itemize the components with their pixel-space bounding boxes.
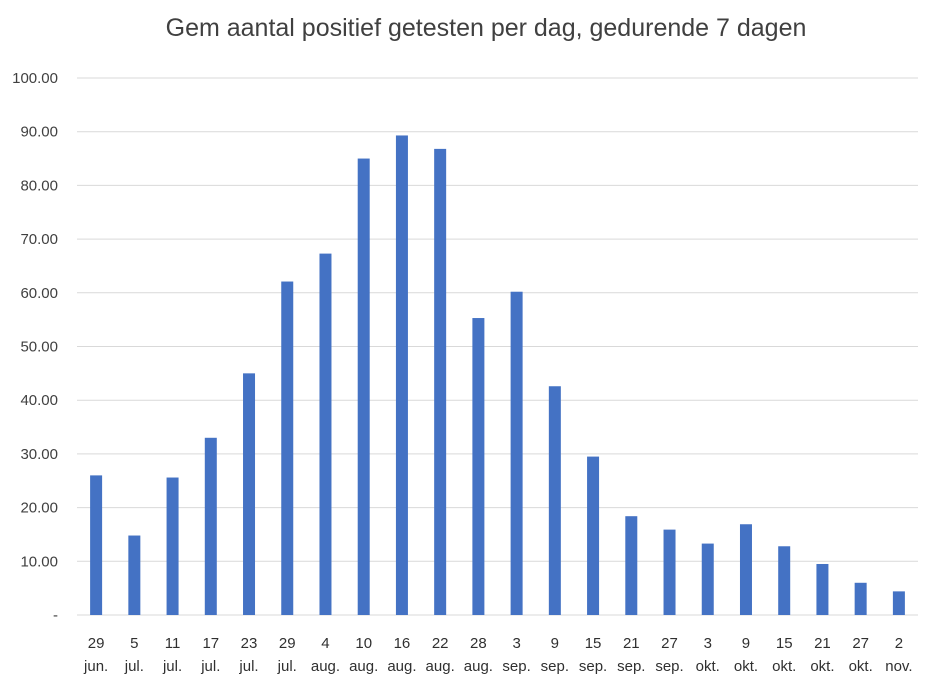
x-tick-month: jul. bbox=[238, 658, 258, 675]
x-tick-day: 9 bbox=[742, 635, 750, 652]
x-tick-day: 15 bbox=[585, 635, 602, 652]
x-tick-day: 9 bbox=[551, 635, 559, 652]
x-tick-month: jul. bbox=[124, 658, 144, 675]
x-tick-day: 3 bbox=[704, 635, 712, 652]
y-tick-label: 60.00 bbox=[20, 285, 58, 302]
x-tick-day: 27 bbox=[852, 635, 869, 652]
y-tick-label: 10.00 bbox=[20, 553, 58, 570]
x-tick-month: aug. bbox=[387, 658, 416, 675]
chart-title: Gem aantal positief getesten per dag, ge… bbox=[165, 14, 807, 42]
bar bbox=[510, 291, 523, 615]
bar bbox=[587, 456, 600, 615]
x-tick-month: okt. bbox=[772, 658, 796, 675]
x-tick-month: sep. bbox=[541, 658, 569, 675]
x-tick-month: jul. bbox=[200, 658, 220, 675]
x-tick-day: 16 bbox=[394, 635, 411, 652]
x-tick-month: okt. bbox=[849, 658, 873, 675]
x-tick-month: sep. bbox=[655, 658, 683, 675]
bar bbox=[739, 524, 752, 615]
bar bbox=[892, 591, 905, 615]
x-tick-day: 29 bbox=[88, 635, 105, 652]
bar bbox=[281, 281, 294, 615]
bar bbox=[816, 563, 829, 615]
x-tick-day: 10 bbox=[355, 635, 372, 652]
bar bbox=[90, 475, 103, 615]
x-tick-day: 15 bbox=[776, 635, 793, 652]
x-tick-month: jul. bbox=[162, 658, 182, 675]
x-tick-month: nov. bbox=[885, 658, 912, 675]
bar bbox=[128, 535, 141, 615]
x-tick-day: 27 bbox=[661, 635, 678, 652]
x-tick-month: aug. bbox=[349, 658, 378, 675]
x-tick-day: 23 bbox=[241, 635, 258, 652]
bar bbox=[548, 386, 561, 615]
bar bbox=[701, 543, 714, 615]
x-tick-month: sep. bbox=[617, 658, 645, 675]
y-tick-label: 30.00 bbox=[20, 446, 58, 463]
bar bbox=[472, 318, 485, 615]
bar bbox=[243, 373, 256, 615]
y-tick-label: 20.00 bbox=[20, 500, 58, 517]
bar bbox=[663, 529, 676, 615]
x-tick-day: 3 bbox=[512, 635, 520, 652]
bar bbox=[434, 148, 447, 615]
bar bbox=[204, 437, 217, 615]
y-tick-label: 80.00 bbox=[20, 177, 58, 194]
bar bbox=[319, 253, 332, 615]
x-tick-month: okt. bbox=[696, 658, 720, 675]
x-tick-day: 21 bbox=[623, 635, 640, 652]
x-tick-day: 5 bbox=[130, 635, 138, 652]
y-tick-label: 40.00 bbox=[20, 392, 58, 409]
bar bbox=[166, 477, 179, 615]
y-tick-label: - bbox=[53, 607, 58, 624]
x-tick-month: aug. bbox=[464, 658, 493, 675]
y-tick-label: 50.00 bbox=[20, 339, 58, 356]
x-tick-day: 4 bbox=[321, 635, 329, 652]
bar bbox=[854, 582, 867, 615]
x-tick-day: 17 bbox=[202, 635, 219, 652]
bar bbox=[357, 158, 370, 616]
bar bbox=[778, 546, 791, 615]
x-tick-day: 22 bbox=[432, 635, 449, 652]
y-tick-label: 90.00 bbox=[20, 124, 58, 141]
x-tick-day: 2 bbox=[895, 635, 903, 652]
x-tick-day: 28 bbox=[470, 635, 487, 652]
x-tick-month: sep. bbox=[502, 658, 530, 675]
x-tick-day: 21 bbox=[814, 635, 831, 652]
x-tick-month: aug. bbox=[311, 658, 340, 675]
bar bbox=[625, 516, 638, 615]
x-tick-day: 11 bbox=[165, 635, 181, 652]
x-tick-month: jun. bbox=[83, 658, 108, 675]
y-tick-label: 100.00 bbox=[12, 70, 58, 87]
x-tick-month: jul. bbox=[277, 658, 297, 675]
bar bbox=[395, 135, 408, 616]
y-tick-label: 70.00 bbox=[20, 231, 58, 248]
x-tick-month: okt. bbox=[734, 658, 758, 675]
x-tick-month: okt. bbox=[810, 658, 834, 675]
x-tick-month: sep. bbox=[579, 658, 607, 675]
x-tick-day: 29 bbox=[279, 635, 296, 652]
x-tick-month: aug. bbox=[426, 658, 455, 675]
